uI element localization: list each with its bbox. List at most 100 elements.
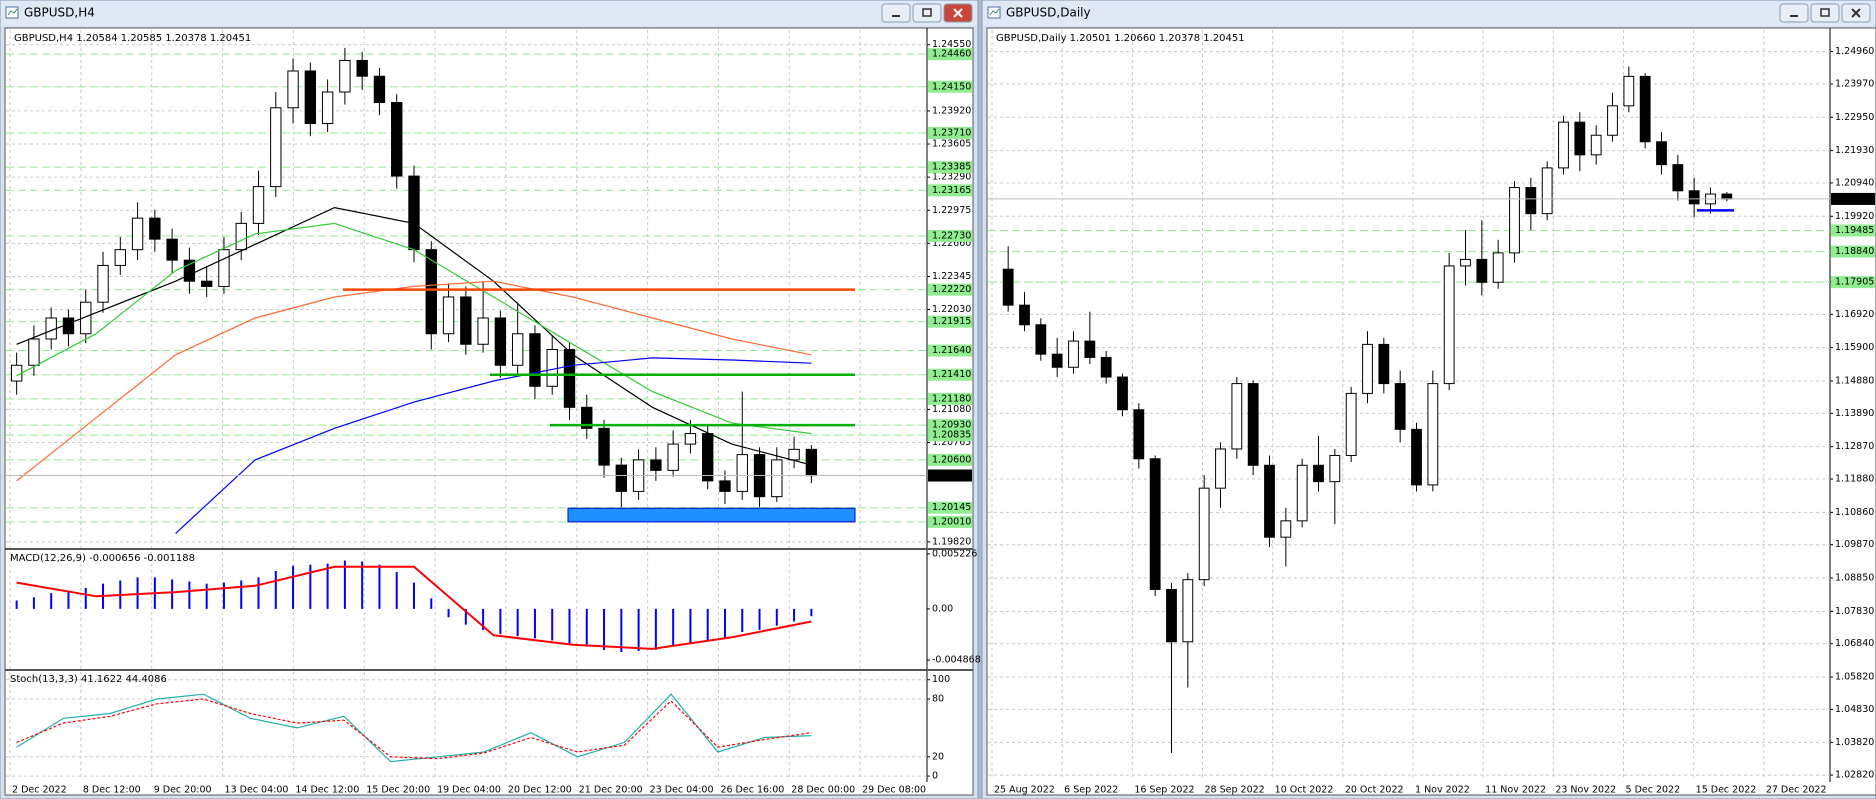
price-tick-label: 1.04830 <box>1835 704 1874 715</box>
price-tick-label: 1.23920 <box>932 105 971 116</box>
candle-body <box>667 443 679 471</box>
candle-body <box>1476 258 1488 283</box>
chart-window: GBPUSD,Daily 25 Aug 2022 6 Sep 2022 16 Sep … <box>981 0 1876 799</box>
candle-body <box>1329 454 1341 483</box>
level-label-bg <box>928 453 972 466</box>
candle-body <box>1149 458 1161 590</box>
close-glyph <box>953 8 963 18</box>
time-label: 5 Dec 2022 <box>1626 785 1681 796</box>
level-label: 1.21410 <box>932 369 971 380</box>
window-icon-line <box>989 8 1000 16</box>
candle-body <box>684 433 697 445</box>
time-label: 23 Nov 2022 <box>1555 785 1616 796</box>
time-label: 23 Dec 04:00 <box>650 785 714 796</box>
restore-glyph <box>1820 8 1830 17</box>
level-label: 1.24150 <box>932 81 971 92</box>
candle-body <box>494 317 507 366</box>
level-label: 1.22220 <box>932 284 971 295</box>
price-tick-label: 1.13890 <box>1835 408 1874 419</box>
candle-body <box>702 433 714 482</box>
chart-window: GBPUSD,H4 2 Dec 2022 8 Dec 12:00 9 Dec 20:0… <box>0 0 981 799</box>
minimize-button[interactable] <box>1779 3 1809 23</box>
candle-body <box>28 338 40 366</box>
level-label-bg <box>1831 224 1875 237</box>
restore-button-face[interactable] <box>1810 3 1840 23</box>
candle-body <box>1721 193 1733 200</box>
chart-header: GBPUSD,Daily 1.20501 1.20660 1.20378 1.2… <box>996 33 1245 44</box>
candle-body <box>1492 252 1504 283</box>
candle-body <box>1002 268 1014 306</box>
candle-body <box>1182 579 1194 643</box>
level-label-bg <box>928 127 972 139</box>
price-tick-label: 1.23605 <box>932 139 971 150</box>
candle-body <box>1558 121 1569 169</box>
pane-title: Stoch(13,3,3) 41.1622 44.4086 <box>10 674 167 685</box>
candle-body <box>511 333 524 366</box>
level-label: 1.22730 <box>932 231 971 242</box>
price-tick-label: 1.12870 <box>1835 441 1874 452</box>
level-label: 1.23165 <box>932 185 971 196</box>
price-tick-label: 1.22660 <box>932 238 971 249</box>
close-glyph <box>1851 8 1861 18</box>
close-button[interactable] <box>1841 3 1871 23</box>
minimize-button-face[interactable] <box>881 3 911 23</box>
level-label: 1.17905 <box>1835 277 1874 288</box>
price-tick-label: 1.21930 <box>1835 145 1874 156</box>
candle-body <box>1215 448 1226 489</box>
candle-body <box>97 264 109 303</box>
candle-body <box>1133 409 1145 460</box>
candle-body <box>391 102 403 177</box>
candle-body <box>304 70 317 125</box>
time-label: 28 Sep 2022 <box>1205 785 1265 796</box>
price-tick-label: 1.24960 <box>1835 46 1874 57</box>
close-button[interactable] <box>943 3 973 23</box>
price-tick-label: 1.23290 <box>932 172 971 183</box>
level-label: 1.20930 <box>932 420 971 431</box>
candle-body <box>563 349 576 408</box>
minimize-button[interactable] <box>881 3 911 23</box>
current-price-bg <box>928 469 972 482</box>
moving-average <box>16 280 812 482</box>
price-tick-label: 1.22950 <box>1835 112 1874 123</box>
candle-body <box>529 333 541 387</box>
level-label-bg <box>928 283 972 296</box>
candle-body <box>149 217 161 240</box>
restore-button[interactable] <box>912 3 942 23</box>
level-label-bg <box>928 161 972 174</box>
candle-body <box>1460 258 1471 267</box>
time-label: 28 Dec 00:00 <box>791 785 855 796</box>
time-label: 19 Dec 04:00 <box>437 785 501 796</box>
pane-tick-label: 80 <box>932 694 944 705</box>
candle-body <box>1166 588 1177 643</box>
price-tick-label: 1.24550 <box>932 39 971 50</box>
candle-body <box>1590 134 1602 156</box>
pane-tick-label: 0 <box>932 771 938 782</box>
restore-button[interactable] <box>1810 3 1840 23</box>
candle-body <box>1345 392 1357 456</box>
time-label: 15 Dec 20:00 <box>366 785 430 796</box>
price-tick-label: 1.07830 <box>1835 606 1874 617</box>
window-icon <box>5 6 19 19</box>
candle-body <box>1639 75 1651 143</box>
time-label: 20 Dec 12:00 <box>508 785 572 796</box>
pane-tick-label: 100 <box>932 674 950 685</box>
level-label-bg <box>928 429 972 442</box>
restore-button-face[interactable] <box>912 3 942 23</box>
candle-body <box>131 217 144 251</box>
candle-body <box>1068 340 1079 368</box>
time-label: 6 Sep 2022 <box>1064 785 1118 796</box>
chart-header: GBPUSD,H4 1.20584 1.20585 1.20378 1.2045… <box>14 33 251 44</box>
minimize-button-face[interactable] <box>1779 3 1809 23</box>
moving-average <box>175 357 812 534</box>
candle-body <box>1362 343 1373 394</box>
window-title: GBPUSD,H4 <box>24 6 95 20</box>
level-label-bg <box>928 184 972 197</box>
candle-body <box>1296 464 1308 522</box>
price-tick-label: 1.15900 <box>1835 342 1874 353</box>
candle-body <box>270 107 282 188</box>
time-label: 11 Nov 2022 <box>1485 785 1546 796</box>
level-label-bg <box>1831 276 1875 289</box>
current-price-label: 1.20451 <box>932 470 971 481</box>
title-bar <box>983 1 1875 26</box>
time-label: 26 Dec 16:00 <box>720 785 784 796</box>
